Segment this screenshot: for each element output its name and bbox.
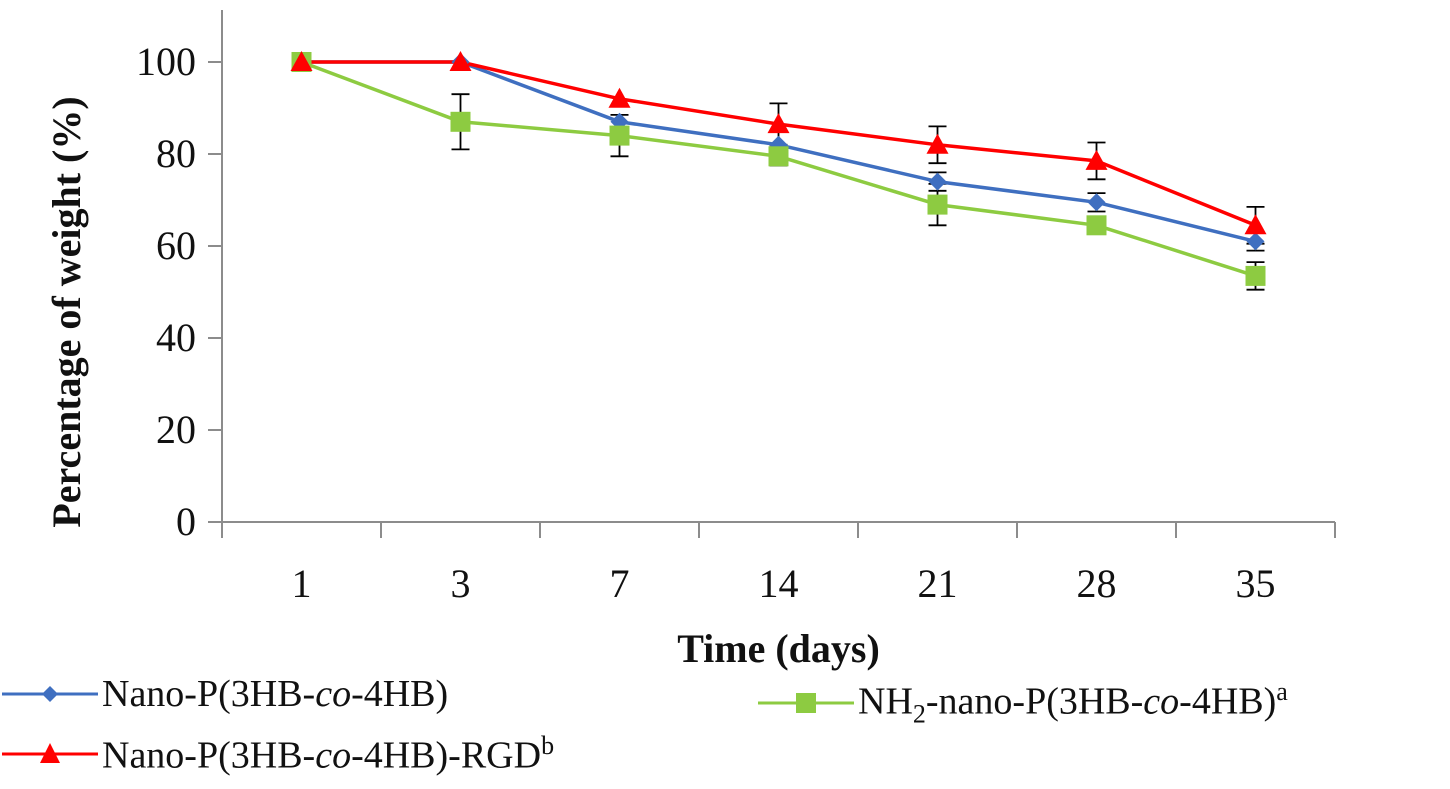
y-tick-label-80: 80 [156,131,196,176]
marker-s2-5 [1085,149,1108,170]
marker-s1-3 [768,146,789,167]
marker-s1-6 [1245,265,1266,286]
legend-item-nh2: NH2-nano-P(3HB-co-4HB)a [758,677,1288,729]
y-tick-label-100: 100 [136,39,196,84]
legend-label-nh2: NH2-nano-P(3HB-co-4HB)a [858,677,1288,729]
marker-s1-2 [609,125,630,146]
marker-s2-1 [449,51,472,71]
legend-item-nano: Nano-P(3HB-co-4HB) [2,672,448,716]
axis-labels: 0 20 40 60 80 100 1 3 7 14 21 28 35 Time (days) Percen… [44,39,1276,671]
y-tick-label-20: 20 [156,407,196,452]
series-lines [300,60,1257,278]
marker-s0-5 [1087,193,1106,212]
marker-s0-6 [1246,232,1265,251]
legend-label-rgd: Nano-P(3HB-co-4HB)-RGDb [102,731,555,777]
marker-s2-2 [608,87,631,108]
x-axis-title: Time (days) [677,626,880,671]
y-axis-title: Percentage of weight (%) [44,96,89,527]
x-tick-label-14: 14 [759,561,799,606]
series-markers [290,51,1267,286]
legend-swatch-nano [2,686,98,702]
x-tick-label-3: 3 [451,561,471,606]
error-bars [451,93,1265,291]
y-tick-label-0: 0 [176,499,196,544]
y-tick-label-40: 40 [156,315,196,360]
legend-swatch-rgd [2,743,98,764]
x-tick-label-21: 21 [918,561,958,606]
marker-s0-4 [928,172,947,191]
x-tick-label-1: 1 [292,561,312,606]
x-tick-label-7: 7 [610,561,630,606]
marker-s2-4 [926,133,949,154]
marker-s2-3 [767,113,790,134]
x-tick-label-35: 35 [1236,561,1276,606]
marker-s1-1 [450,111,471,132]
legend-label-nano: Nano-P(3HB-co-4HB) [102,673,449,715]
marker-s1-5 [1086,215,1107,236]
marker-s2-6 [1244,214,1267,235]
axes [208,10,1336,538]
marker-s2-0 [290,51,313,71]
marker-s1-4 [927,194,948,215]
legend-item-rgd: Nano-P(3HB-co-4HB)-RGDb [2,731,554,778]
legend-swatch-nh2 [758,693,854,714]
y-tick-label-60: 60 [156,223,196,268]
x-tick-label-28: 28 [1077,561,1117,606]
